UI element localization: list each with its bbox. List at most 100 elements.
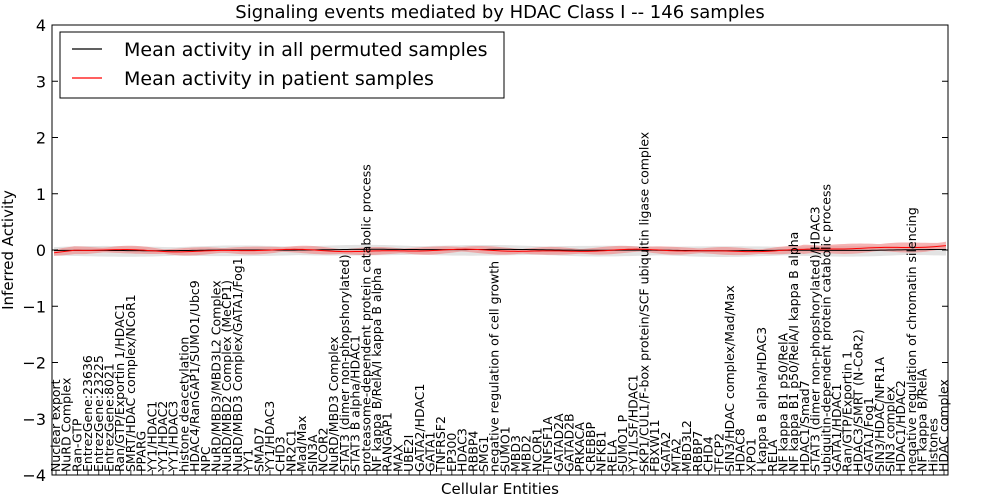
x-tick-label: HDAC1/HDAC2 — [893, 380, 908, 472]
y-tick-label: −3 — [22, 410, 46, 429]
chart-title: Signaling events mediated by HDAC Class … — [235, 2, 764, 23]
x-tick-label: YY1/HDAC1 — [144, 401, 159, 473]
legend-label-patient: Mean activity in patient samples — [124, 68, 434, 90]
x-tick-label: ubiquitin-dependent protein catabolic pr… — [818, 184, 833, 472]
x-tick-label: YY1/HDAC3 — [166, 401, 181, 473]
x-tick-label: YY1/LSF/HDAC1 — [626, 374, 641, 473]
y-tick-label: 3 — [36, 72, 46, 91]
x-tick-label: PPARG — [134, 431, 149, 472]
x-tick-label: SIN3 complex — [883, 386, 898, 472]
x-tick-label: NuRD/MBD3/MBD3L2 Complex — [208, 280, 223, 472]
x-tick-label: NCOR2 — [315, 427, 330, 472]
x-tick-label: HDAC1/Smad7 — [797, 380, 812, 472]
legend: Mean activity in all permuted samples Me… — [59, 31, 505, 99]
x-tick-label: EntrezGene:23225 — [91, 355, 106, 472]
legend-label-permuted: Mean activity in all permuted samples — [124, 39, 487, 61]
x-tick-label: EP300 — [444, 433, 459, 472]
x-tick-label: Ran/GTP/Exportin 1 — [840, 351, 855, 472]
x-tick-label: RBBP7 — [690, 431, 705, 472]
x-tick-label: TNFRSF2 — [433, 416, 448, 473]
x-tick-label: RELA — [765, 439, 780, 472]
y-tick-label: 1 — [36, 185, 46, 204]
x-tick-label: GATA1/HDAC1 — [829, 384, 844, 472]
y-axis: −4 −3 −2 −1 0 1 2 3 4 — [22, 16, 948, 485]
x-tick-label: NPC — [198, 446, 213, 472]
x-tick-label: Ran-GTP — [69, 418, 84, 472]
x-tick-label: HDAC3 — [455, 428, 470, 472]
x-tick-label: CHD3 — [273, 436, 288, 472]
x-tick-label: NuRD/MBD3 Complex/GATA1/Fog1 — [230, 257, 245, 472]
x-tick-label: EntrezGene:8021 — [101, 363, 116, 472]
x-tick-label: SIN3A — [305, 434, 320, 472]
x-tick-label: Histones — [925, 418, 940, 472]
x-tick-label: STAT3 B alpha/HDAC1 — [348, 335, 363, 472]
permuted-mean-line — [53, 248, 947, 252]
series-lines — [53, 245, 947, 254]
x-tick-label: YY1 — [241, 449, 256, 473]
x-tick-label: HDAC4/RanGAP1/SUMO1/Ubc9 — [187, 280, 202, 472]
x-tick-label: GATAD2B — [562, 413, 577, 472]
x-tick-label: HDAC3/SMRT (N-CoR2) — [850, 329, 865, 472]
x-tick-label: GATA2/HDAC1 — [412, 384, 427, 472]
x-tick-label: EntrezGene:23636 — [80, 355, 95, 472]
x-tick-label: RELA — [604, 439, 619, 472]
x-tick-label: SIN3/HDAC/NFR1A — [872, 357, 887, 472]
x-tick-label: MBD3 — [508, 435, 523, 472]
x-tick-label: YY1/HDAC3 — [262, 401, 277, 473]
x-tick-label: STAT3 (dimer non-phopshorylated)/HDAC3 — [808, 206, 823, 472]
x-tick-label: FBXW11 — [647, 419, 662, 472]
x-tick-label: GATA2 — [658, 432, 673, 472]
x-tick-label: CREBBP — [583, 422, 598, 472]
x-tick-label: CHD4 — [701, 436, 716, 472]
y-tick-label: 2 — [36, 129, 46, 148]
x-tick-label: proteasome-dependent protein catabolic p… — [358, 164, 373, 472]
x-tick-label: XPO1 — [743, 438, 758, 472]
x-tick-label: SUMO1 P — [615, 414, 630, 472]
x-tick-label: RANGAP1 — [380, 412, 395, 472]
legend-box — [59, 31, 505, 99]
x-tick-label: MTA2 — [669, 438, 684, 472]
x-tick-label: TNFSF1A — [540, 416, 555, 473]
x-tick-label: I kappa B alpha/HDAC3 — [754, 327, 769, 472]
x-tick-label: Nuclear export — [48, 379, 63, 472]
x-tick-label: NuRD/MBD3 Complex — [326, 336, 341, 472]
x-tick-label: HDAC complex — [936, 379, 951, 472]
x-tick-label: NuRD Complex — [59, 378, 74, 472]
x-axis-label: Cellular Entities — [441, 480, 559, 498]
x-tick-label: GATA1/Fog1 — [861, 397, 876, 472]
x-tick-label: negative regulation of chromatin silenci… — [904, 207, 919, 472]
x-tick-label: MBD3L2 — [679, 420, 694, 472]
x-tick-label: PRKACA — [572, 422, 587, 472]
x-tick-label: NF kappa B/RelA/I kappa B alpha — [369, 267, 384, 472]
x-tick-label: YY1/HDAC2 — [155, 401, 170, 473]
x-tick-label: Mad/Max — [294, 416, 309, 472]
x-tick-label: SMRT/HDAC complex/NCoR1 — [123, 294, 138, 472]
x-tick-label: HDAC8 — [733, 428, 748, 472]
x-tick-label: MBD2 — [519, 435, 534, 472]
x-tick-label: NF kappa B1 p50/RelA/I kappa B alpha — [786, 232, 801, 472]
x-tick-label: NCOR1 — [529, 427, 544, 472]
x-tick-label: TFCP2 — [711, 433, 726, 473]
y-tick-label: −1 — [22, 297, 46, 316]
y-tick-label: 4 — [36, 16, 46, 35]
x-tick-label: NF kappa B1 p50/RelA — [776, 332, 791, 472]
y-axis-label: Inferred Activity — [0, 190, 17, 310]
y-tick-label: −2 — [22, 354, 46, 373]
x-tick-label: NuRD/MBD2 Complex (MeCP1) — [219, 280, 234, 472]
x-tick-label: GATAD2A — [551, 413, 566, 472]
patient-band — [54, 241, 946, 256]
x-tick-label: NFKB1 — [594, 431, 609, 472]
x-tick-label: GATA1 — [422, 432, 437, 472]
x-tick-label: UBE2I — [401, 435, 416, 472]
x-tick-label: RBBP4 — [465, 431, 480, 472]
x-tick-label: histone deacetylation — [176, 337, 191, 472]
x-tick-label: NF kappa B/RelA — [915, 368, 930, 472]
x-tick-label: SKP1/CUL1/F-box protein/SCF ubiquitin li… — [636, 132, 651, 472]
patient-mean-line — [53, 245, 947, 254]
y-tick-label: −4 — [22, 466, 46, 485]
x-tick-label: MAX — [390, 444, 405, 472]
x-tick-label: Ran/GTP/Exportin 1/HDAC1 — [112, 303, 127, 472]
y-tick-label: 0 — [36, 241, 46, 260]
